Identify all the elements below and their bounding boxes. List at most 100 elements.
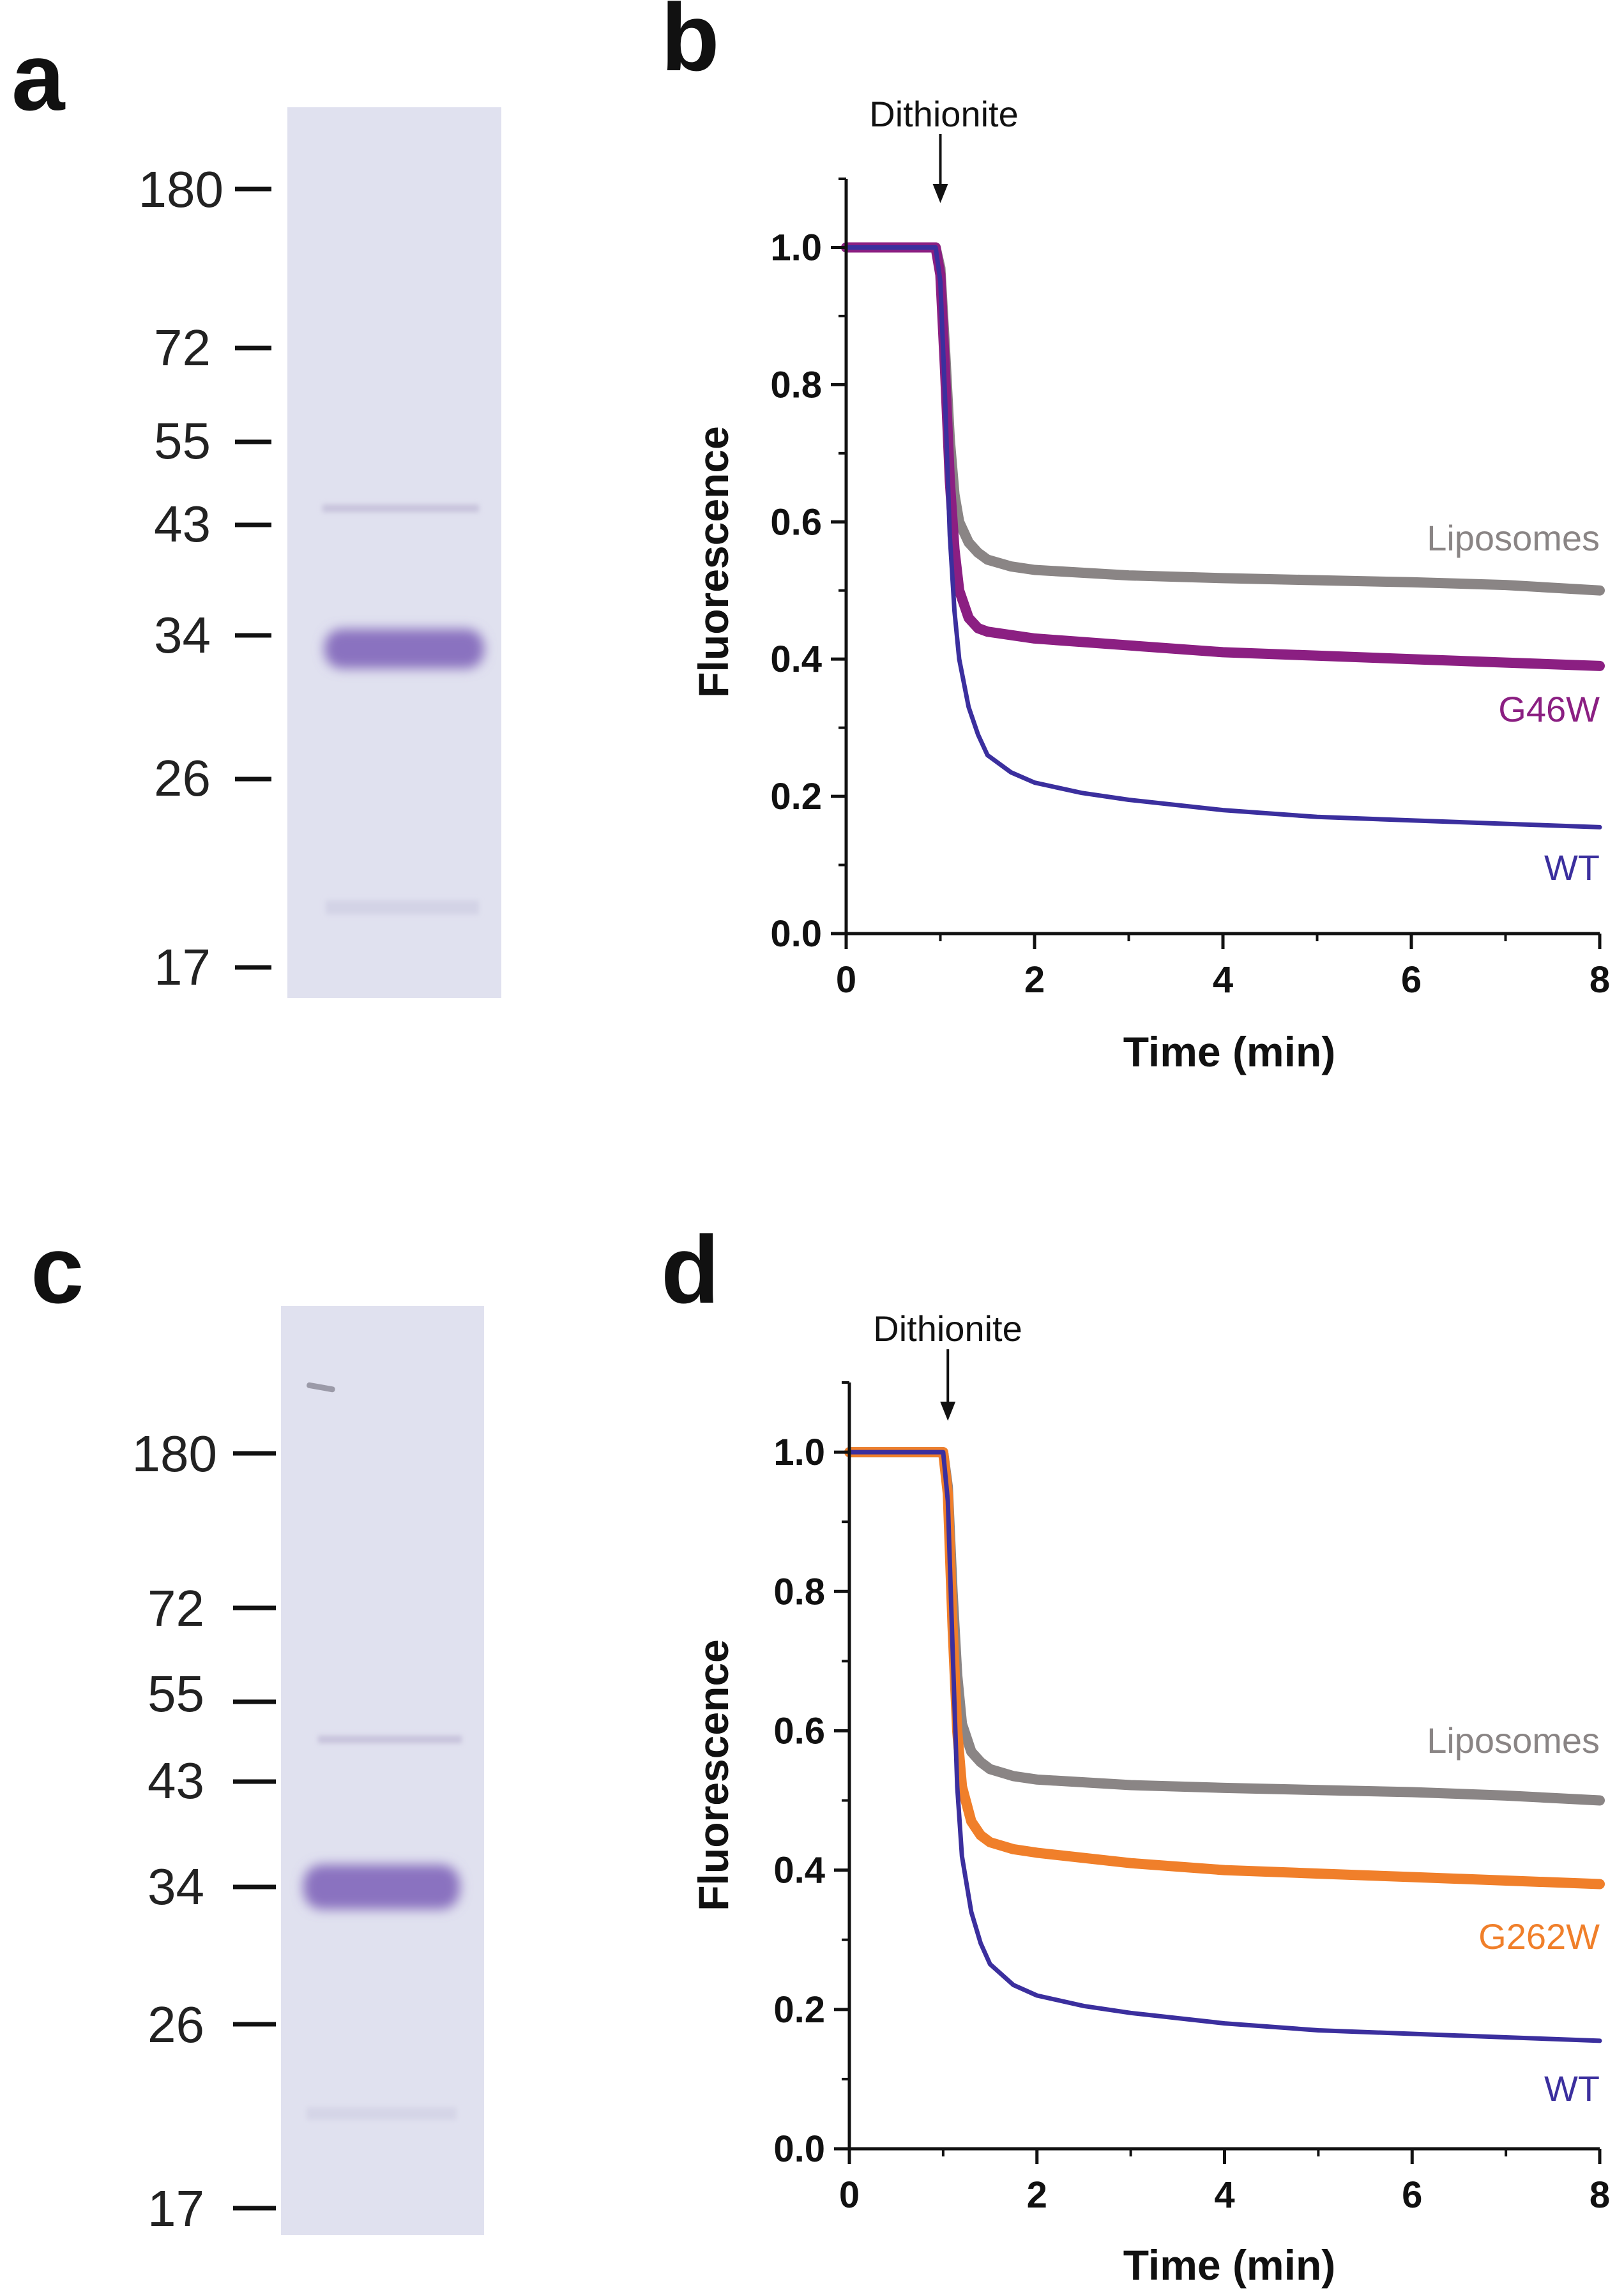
x-tick-label: 6 xyxy=(1402,2174,1422,2216)
data-point-g262w xyxy=(969,1819,973,1824)
data-point-liposomes xyxy=(1598,588,1602,593)
marker-ladder: 180 72 55 43 34 26 17 xyxy=(139,161,271,996)
data-point-wt xyxy=(1315,815,1319,819)
data-point-wt xyxy=(938,280,943,284)
data-point-wt xyxy=(1410,2032,1415,2036)
data-point-g46w xyxy=(952,547,957,552)
marker-label: 55 xyxy=(154,413,211,469)
data-point-liposomes xyxy=(966,540,971,545)
y-tick-label: 0.0 xyxy=(773,2128,825,2170)
data-point-wt xyxy=(966,705,971,709)
y-tick-label: 0.0 xyxy=(770,913,822,955)
data-point-liposomes xyxy=(1409,580,1413,584)
gel-protein-band xyxy=(324,629,484,669)
marker-label: 26 xyxy=(148,1996,204,2053)
data-point-liposomes xyxy=(1503,583,1508,587)
data-point-liposomes xyxy=(957,520,961,524)
data-point-liposomes xyxy=(1221,576,1225,580)
data-point-wt xyxy=(952,609,957,613)
dithionite-label: Dithionite xyxy=(869,94,1018,134)
series-line-wt xyxy=(847,1450,1602,2043)
dithionite-arrowhead xyxy=(932,184,948,203)
marker-ladder: 180 72 55 43 34 26 17 xyxy=(132,1425,276,2237)
data-point-liposomes xyxy=(976,550,980,555)
data-point-liposomes xyxy=(1009,564,1013,569)
data-point-wt xyxy=(1316,2028,1321,2033)
y-tick-label: 0.8 xyxy=(770,364,822,405)
data-point-wt xyxy=(985,753,990,757)
data-point-liposomes xyxy=(1222,1785,1227,1790)
data-point-wt xyxy=(1128,2011,1133,2015)
data-point-wt xyxy=(960,1854,964,1858)
x-axis-title: Time (min) xyxy=(1123,2241,1335,2289)
x-tick-label: 2 xyxy=(1027,2174,1047,2216)
data-point-wt xyxy=(1012,1983,1015,1987)
data-point-wt xyxy=(1504,2035,1508,2040)
data-point-g46w xyxy=(1033,636,1036,640)
data-point-liposomes xyxy=(1035,1777,1039,1782)
data-point-g262w xyxy=(988,1840,992,1844)
x-tick-label: 6 xyxy=(1401,959,1422,1001)
data-point-g46w xyxy=(976,626,980,630)
data-point-liposomes xyxy=(988,1767,992,1771)
x-tick-label: 0 xyxy=(839,2174,860,2216)
y-axis-title: Fluorescence xyxy=(690,1639,737,1911)
data-point-wt xyxy=(955,1784,959,1789)
data-point-wt xyxy=(1035,1994,1039,1997)
marker-label: 34 xyxy=(148,1858,204,1915)
data-point-liposomes xyxy=(1316,1788,1321,1792)
data-point-wt xyxy=(988,1962,992,1966)
x-tick-label: 4 xyxy=(1213,959,1233,1001)
data-point-wt xyxy=(978,1941,983,1946)
gel-a: 180 72 55 43 34 26 17 xyxy=(139,107,501,998)
data-point-g262w xyxy=(1128,1861,1133,1865)
series-label-g262w: G262W xyxy=(1478,1916,1600,1957)
x-tick-label: 8 xyxy=(1590,959,1610,1001)
x-tick-label: 4 xyxy=(1214,2174,1234,2216)
data-point-g46w xyxy=(1315,653,1319,658)
data-point-g262w xyxy=(1012,1847,1015,1851)
series-label-liposomes: Liposomes xyxy=(1427,518,1600,558)
data-point-liposomes xyxy=(1504,1793,1508,1798)
data-point-wt xyxy=(976,732,980,737)
data-point-g46w xyxy=(1409,657,1413,662)
panel-label-a: a xyxy=(11,23,66,130)
data-point-wt xyxy=(1222,2021,1227,2026)
data-point-g262w xyxy=(1035,1851,1039,1855)
gel-lane xyxy=(281,1306,484,2235)
data-point-g46w xyxy=(957,588,961,593)
data-point-wt xyxy=(941,1450,945,1455)
gel-faint-band xyxy=(323,504,479,512)
series-label-g46w: G46W xyxy=(1498,689,1600,729)
data-point-liposomes xyxy=(978,1760,983,1764)
data-point-wt xyxy=(1221,808,1225,812)
chart-b: Fluorescence Time (min) Dithionite Lipos… xyxy=(690,94,1610,1075)
data-point-wt xyxy=(943,396,947,400)
data-point-wt xyxy=(1503,822,1508,826)
data-point-g262w xyxy=(1504,1879,1508,1882)
series-line-g46w xyxy=(841,242,1605,671)
y-tick-label: 0.2 xyxy=(770,776,822,817)
data-point-wt xyxy=(1598,825,1602,829)
panel-label-c: c xyxy=(31,1216,84,1323)
gel-speck xyxy=(307,1382,335,1393)
marker-label: 17 xyxy=(148,2180,204,2237)
x-tick-label: 2 xyxy=(1024,959,1045,1001)
data-point-wt xyxy=(934,245,938,250)
gel-c: 180 72 55 43 34 26 17 xyxy=(132,1306,484,2237)
data-point-wt xyxy=(957,657,961,662)
y-tick-label: 1.0 xyxy=(773,1432,825,1473)
data-point-wt xyxy=(1033,780,1036,785)
data-point-wt xyxy=(950,1645,955,1649)
data-point-g46w xyxy=(1598,663,1602,668)
gel-faint-band xyxy=(318,1736,462,1743)
data-point-wt xyxy=(1009,770,1013,775)
y-tick-label: 0.4 xyxy=(770,639,822,680)
data-point-wt xyxy=(969,1910,973,1914)
data-point-wt xyxy=(946,1499,950,1503)
data-point-g46w xyxy=(1503,660,1508,665)
marker-label: 55 xyxy=(148,1665,204,1722)
data-point-liposomes xyxy=(1012,1774,1015,1778)
data-point-g262w xyxy=(1598,1882,1602,1886)
data-point-wt xyxy=(1598,2038,1602,2043)
